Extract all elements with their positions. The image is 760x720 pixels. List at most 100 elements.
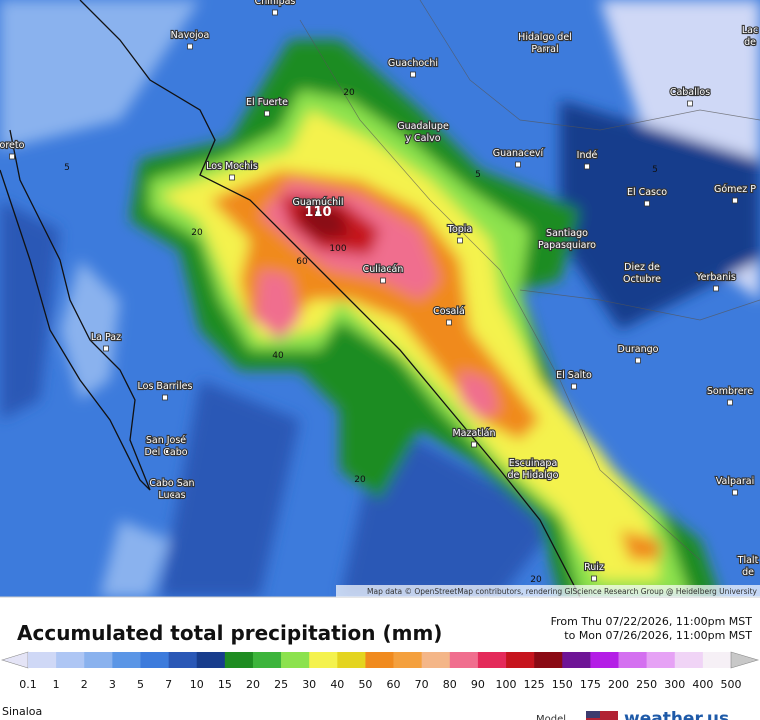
city-dot <box>542 45 548 52</box>
city-dot <box>745 568 751 575</box>
contour-label: 20 <box>530 575 542 585</box>
flag-canton <box>586 711 600 718</box>
brand: weather.us <box>624 709 729 720</box>
legend-tick-label: 400 <box>692 678 713 691</box>
legend-swatch <box>28 652 57 668</box>
city-dot <box>410 71 416 78</box>
legend-arrow-right <box>730 651 760 669</box>
legend-swatch <box>534 652 563 668</box>
attribution: Map data © OpenStreetMap contributors, r… <box>367 587 758 596</box>
coastline <box>0 0 581 597</box>
city-label: Escuinapa <box>509 458 558 469</box>
city-dot <box>380 277 386 284</box>
city-label: Culiacán <box>363 264 404 275</box>
legend-tick-label: 7 <box>165 678 172 691</box>
city-label: Cabo San <box>149 478 194 489</box>
contour-label: 5 <box>64 163 70 173</box>
city-dot <box>732 489 738 496</box>
city-label: Papasquiaro <box>538 240 596 251</box>
contour-label: 20 <box>354 475 366 485</box>
map <box>0 0 760 597</box>
city-label: Guachochi <box>388 58 438 69</box>
legend-swatch <box>168 652 198 668</box>
city-dot <box>471 441 477 448</box>
city-label: y Calvo <box>405 133 440 144</box>
model-label: Model <box>536 714 566 720</box>
city-label: Parral <box>531 44 558 55</box>
city-label: Guadalupe <box>397 121 449 132</box>
legend-tick-label: 40 <box>330 678 344 691</box>
city-dot <box>229 174 235 181</box>
city-label: Cosalá <box>433 306 465 317</box>
city-dot <box>635 357 641 364</box>
legend-tick-label: 200 <box>608 678 629 691</box>
legend-tick-label: 125 <box>524 678 545 691</box>
legend-tick-label: 30 <box>302 678 316 691</box>
city-dot <box>747 38 753 45</box>
city-dot <box>162 394 168 401</box>
legend-swatch <box>140 652 169 668</box>
date-range: to Mon 07/26/2026, 11:00pm MST <box>564 629 752 642</box>
legend-swatch <box>477 652 507 668</box>
city-label: Guamúchil <box>292 197 343 208</box>
legend-swatch <box>618 652 647 668</box>
city-dot <box>732 197 738 204</box>
legend-swatch <box>56 652 85 668</box>
legend-tick-label: 3 <box>109 678 116 691</box>
city-dot <box>727 399 733 406</box>
city-label: La Paz <box>91 332 121 343</box>
legend-tick-label: 300 <box>664 678 685 691</box>
legend-swatch <box>112 652 141 668</box>
flag <box>586 711 618 720</box>
legend-tick-label: 70 <box>415 678 429 691</box>
legend-tick-label: 500 <box>721 678 742 691</box>
legend-swatch <box>506 652 535 668</box>
legend-swatch <box>224 652 254 668</box>
legend-swatch <box>674 652 704 668</box>
city-label: de <box>744 37 756 48</box>
legend-tick-label: 175 <box>580 678 601 691</box>
city-dot <box>584 163 590 170</box>
city-label: Yerbanis <box>695 272 736 283</box>
borders <box>299 0 760 561</box>
region: Sinaloa <box>2 705 42 718</box>
contour-label: 5 <box>475 170 481 180</box>
city-dot <box>9 153 15 160</box>
city-label: Indé <box>577 150 598 161</box>
city-label: Hidalgo del <box>518 32 572 43</box>
legend-tick-label: 10 <box>190 678 204 691</box>
legend-tick-label: 1 <box>53 678 60 691</box>
legend-tick-label: 2 <box>81 678 88 691</box>
city-label: Navojoa <box>171 30 210 41</box>
city-dot <box>591 575 597 582</box>
legend-tick-label: 90 <box>471 678 485 691</box>
legend-tick-label: 15 <box>218 678 232 691</box>
city-label: Caballos <box>670 87 710 98</box>
legend-swatch <box>252 652 282 668</box>
city-dot <box>187 43 193 50</box>
city-label: Valparai <box>716 476 754 487</box>
legend-tick-label: 25 <box>274 678 288 691</box>
legend-swatch <box>365 652 394 668</box>
city-label: Mazatlán <box>452 428 495 439</box>
legend-swatch <box>309 652 338 668</box>
legend-swatch <box>562 652 591 668</box>
city-dot <box>315 210 321 217</box>
city-dot <box>163 448 169 455</box>
city-dot <box>446 319 452 326</box>
city-label: El Casco <box>627 187 667 198</box>
city-label: Gómez P <box>714 184 756 195</box>
contour-label: 20 <box>343 88 355 98</box>
legend-swatch <box>702 652 732 668</box>
city-label: Lac <box>742 25 758 36</box>
city-dot <box>169 491 175 498</box>
city-label: Lucas <box>158 490 185 501</box>
legend-swatch <box>84 652 113 668</box>
legend-tick-label: 150 <box>552 678 573 691</box>
legend-arrow-left <box>0 651 29 669</box>
legend-tick-label: 80 <box>443 678 457 691</box>
legend-swatch <box>337 652 366 668</box>
city-dot <box>530 471 536 478</box>
